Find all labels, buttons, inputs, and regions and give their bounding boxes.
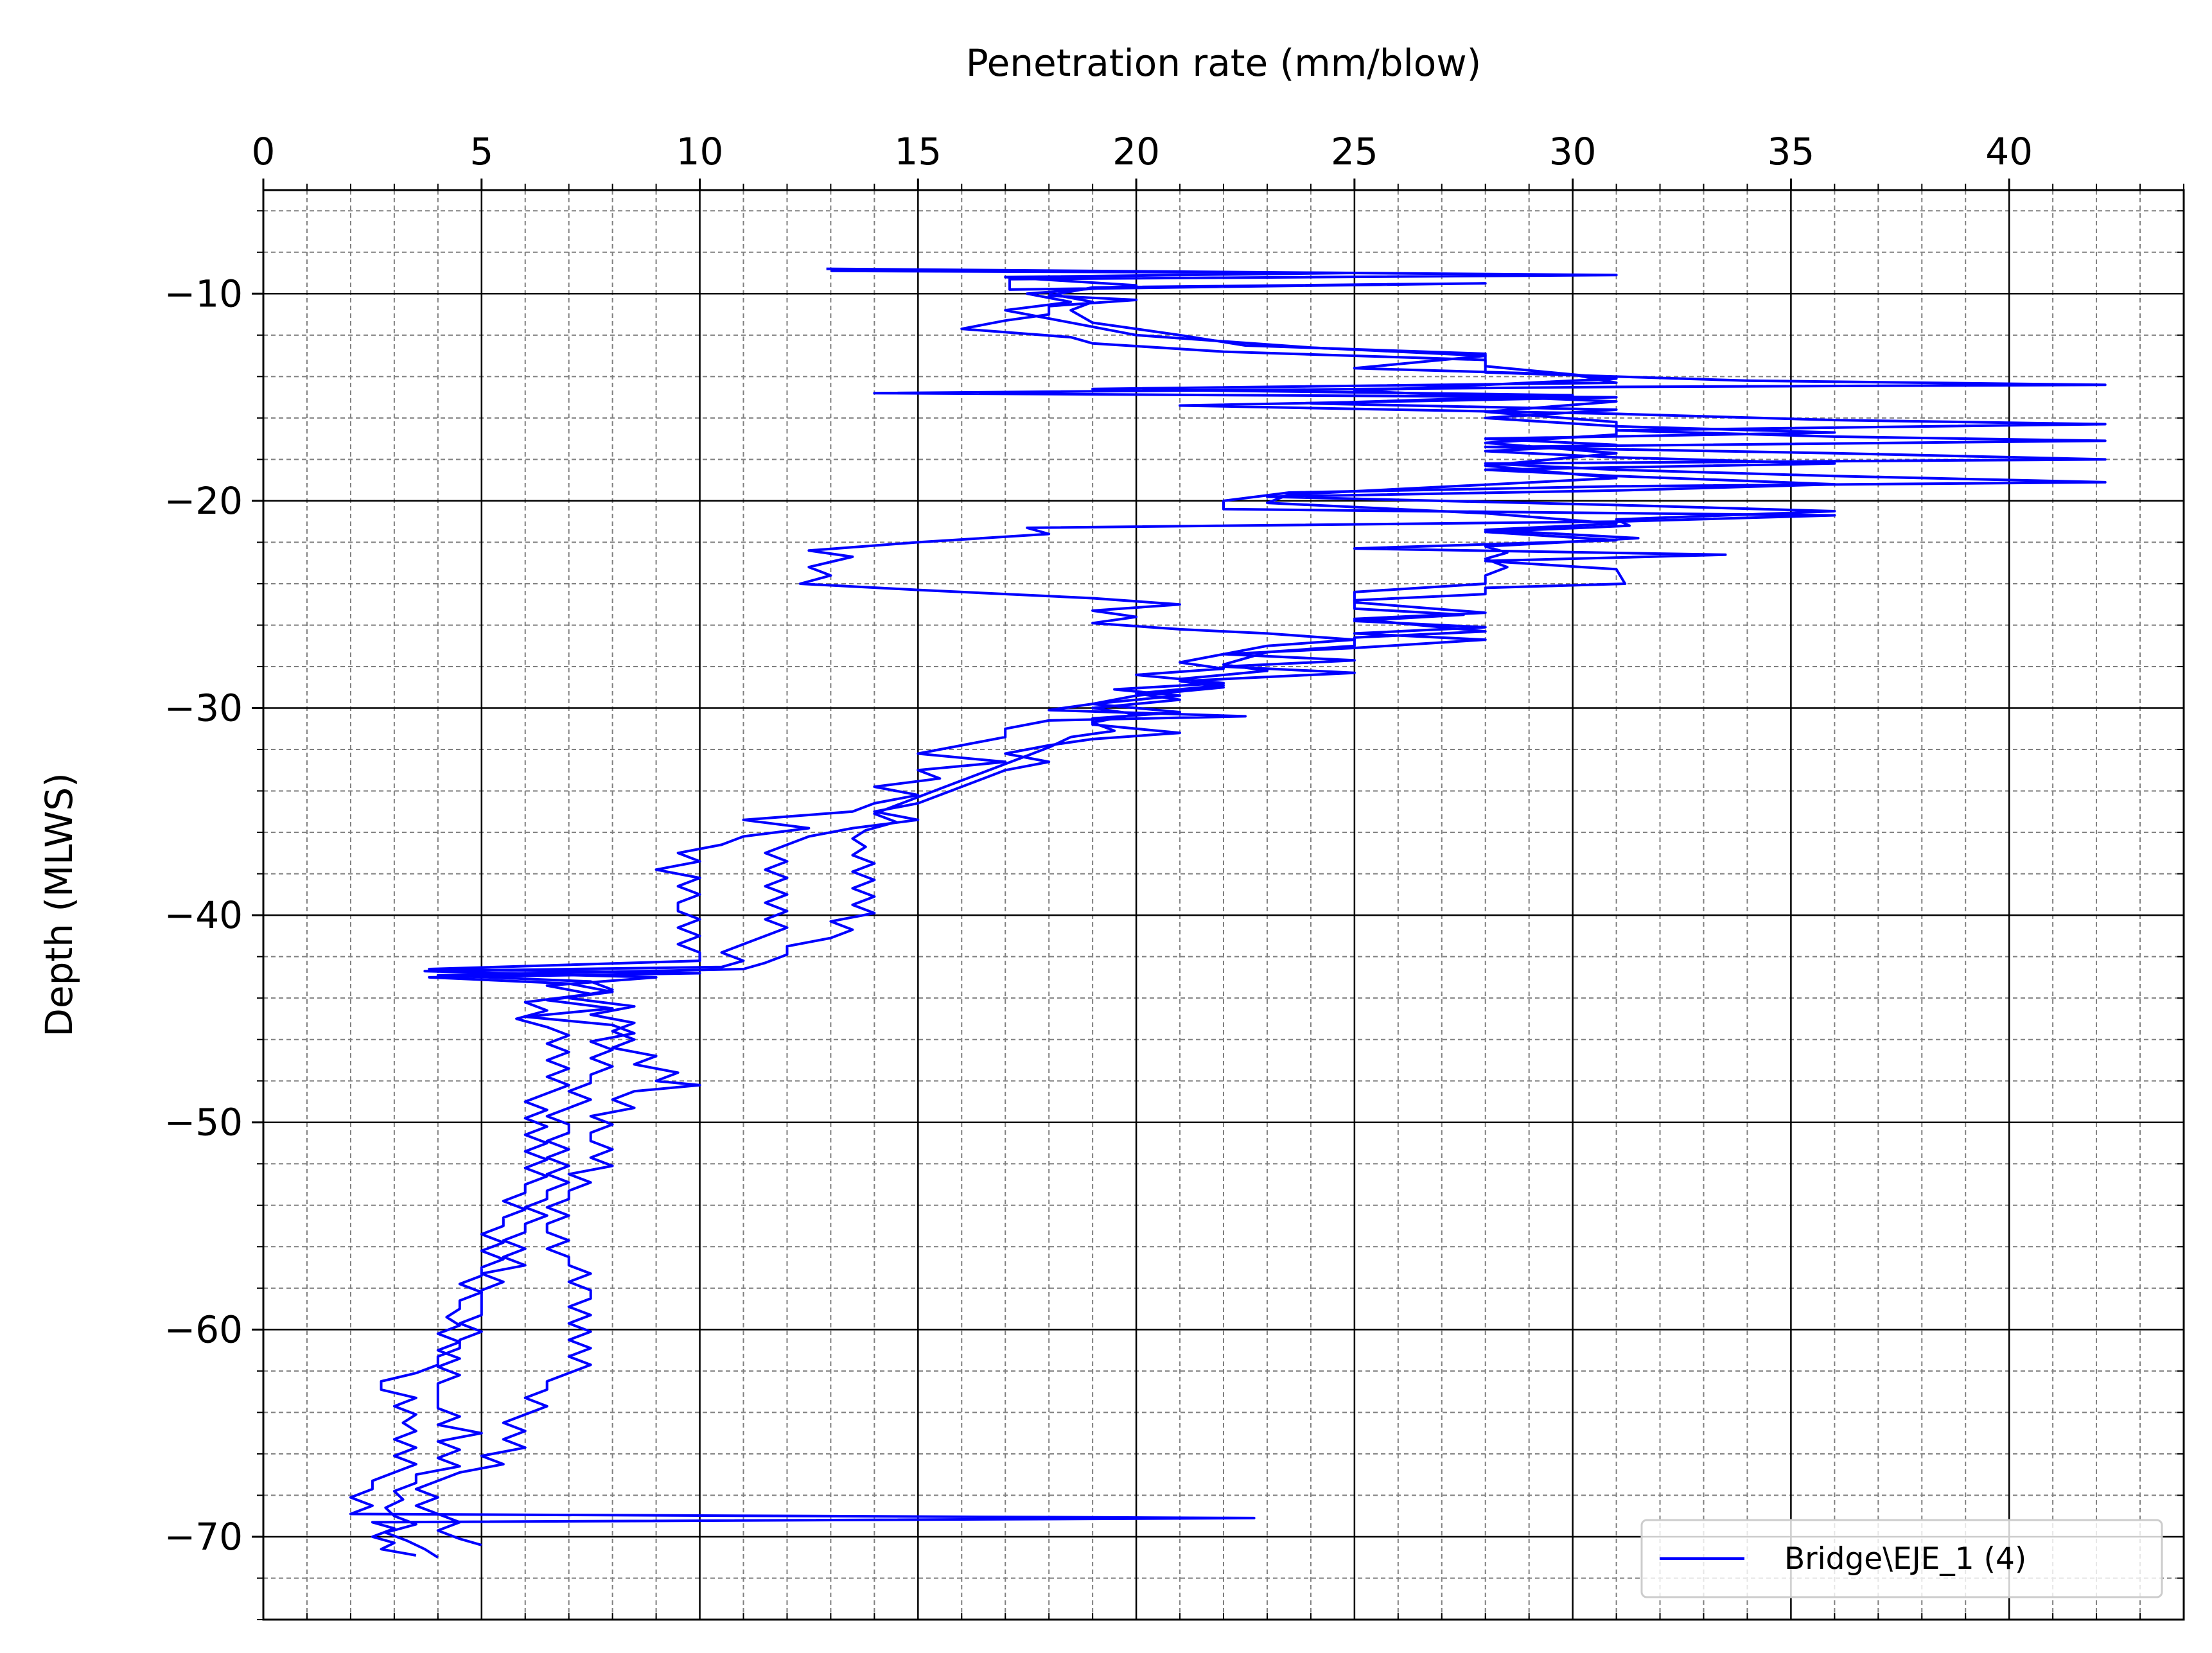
series-line-1	[349, 267, 2107, 1557]
y-tick-label: −60	[164, 1308, 243, 1351]
x-tick-label: 0	[252, 130, 276, 173]
x-tick-label: 40	[1985, 130, 2033, 173]
x-tick-label: 15	[894, 130, 942, 173]
legend-label: Bridge\EJE_1 (4)	[1784, 1541, 2026, 1577]
axis-ticks	[252, 179, 2184, 1620]
legend: Bridge\EJE_1 (4)	[1640, 1519, 2163, 1598]
x-tick-labels: 0 5 10 15 20 25 30 35 40	[252, 130, 2033, 173]
y-tick-label: −70	[164, 1515, 243, 1559]
y-tick-label: −30	[164, 687, 243, 730]
x-tick-label: 20	[1112, 130, 1160, 173]
x-tick-label: 10	[676, 130, 724, 173]
x-tick-label: 5	[470, 130, 493, 173]
y-tick-label: −40	[164, 893, 243, 937]
series-line-3	[414, 292, 1640, 1546]
y-axis-title: Depth (MLWS)	[37, 773, 81, 1037]
x-tick-label: 25	[1331, 130, 1378, 173]
x-tick-label: 30	[1549, 130, 1597, 173]
legend-box	[1640, 1519, 2163, 1598]
y-tick-label: −20	[164, 479, 243, 523]
series-layer	[349, 267, 2107, 1559]
y-tick-label: −50	[164, 1101, 243, 1144]
x-axis-title: Penetration rate (mm/blow)	[966, 41, 1482, 85]
y-tick-labels: −10 −20 −30 −40 −50 −60 −70	[164, 272, 243, 1559]
x-tick-label: 35	[1768, 130, 1815, 173]
y-tick-label: −10	[164, 272, 243, 315]
